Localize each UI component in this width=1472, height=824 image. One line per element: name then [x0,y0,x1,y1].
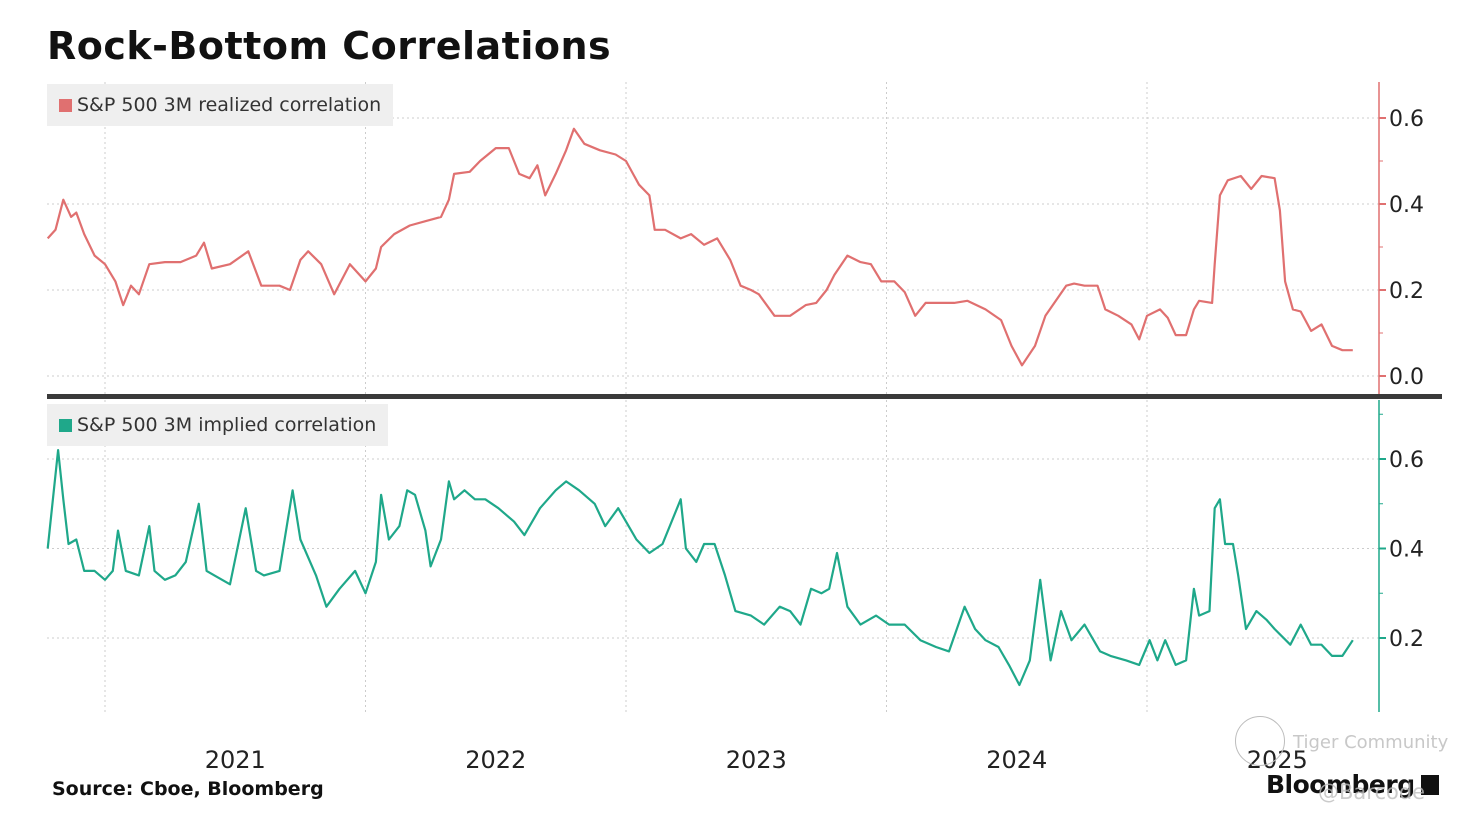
legend-swatch-realized [59,98,72,112]
legend-label-realized: S&P 500 3M realized correlation [77,94,382,116]
watermark-text: Tiger Community [1293,732,1449,753]
watermark-handle: @Barcode [1318,780,1426,804]
legend-implied: S&P 500 3M implied correlation [47,404,389,446]
x-tick-label: 2024 [986,746,1047,774]
y-tick-label-realized: 0.2 [1389,279,1424,304]
x-tick-label: 2021 [205,746,266,774]
y-tick-label-realized: 0.4 [1389,193,1424,218]
legend-realized: S&P 500 3M realized correlation [47,84,394,126]
bloomberg-logo: Bloomberg [1266,770,1439,799]
series-line-implied [46,449,1354,687]
y-tick-label-realized: 0.6 [1389,107,1424,132]
y-tick-label-implied: 0.4 [1389,538,1424,563]
series-line-realized [46,127,1353,367]
chart-title: Rock-Bottom Correlations [47,24,612,68]
legend-swatch-implied [59,418,72,432]
x-tick-label: 2022 [465,746,526,774]
x-tick-label: 2023 [726,746,787,774]
y-tick-label-implied: 0.2 [1389,627,1424,652]
source-note: Source: Cboe, Bloomberg [52,778,324,800]
legend-label-implied: S&P 500 3M implied correlation [77,414,377,436]
brand-text: Bloomberg [1266,770,1415,799]
y-tick-label-realized: 0.0 [1389,365,1424,390]
bloomberg-mark-icon [1420,775,1439,795]
watermark-logo-icon [1235,716,1285,766]
panel-separator [47,394,1442,399]
y-tick-label-implied: 0.6 [1389,448,1424,473]
